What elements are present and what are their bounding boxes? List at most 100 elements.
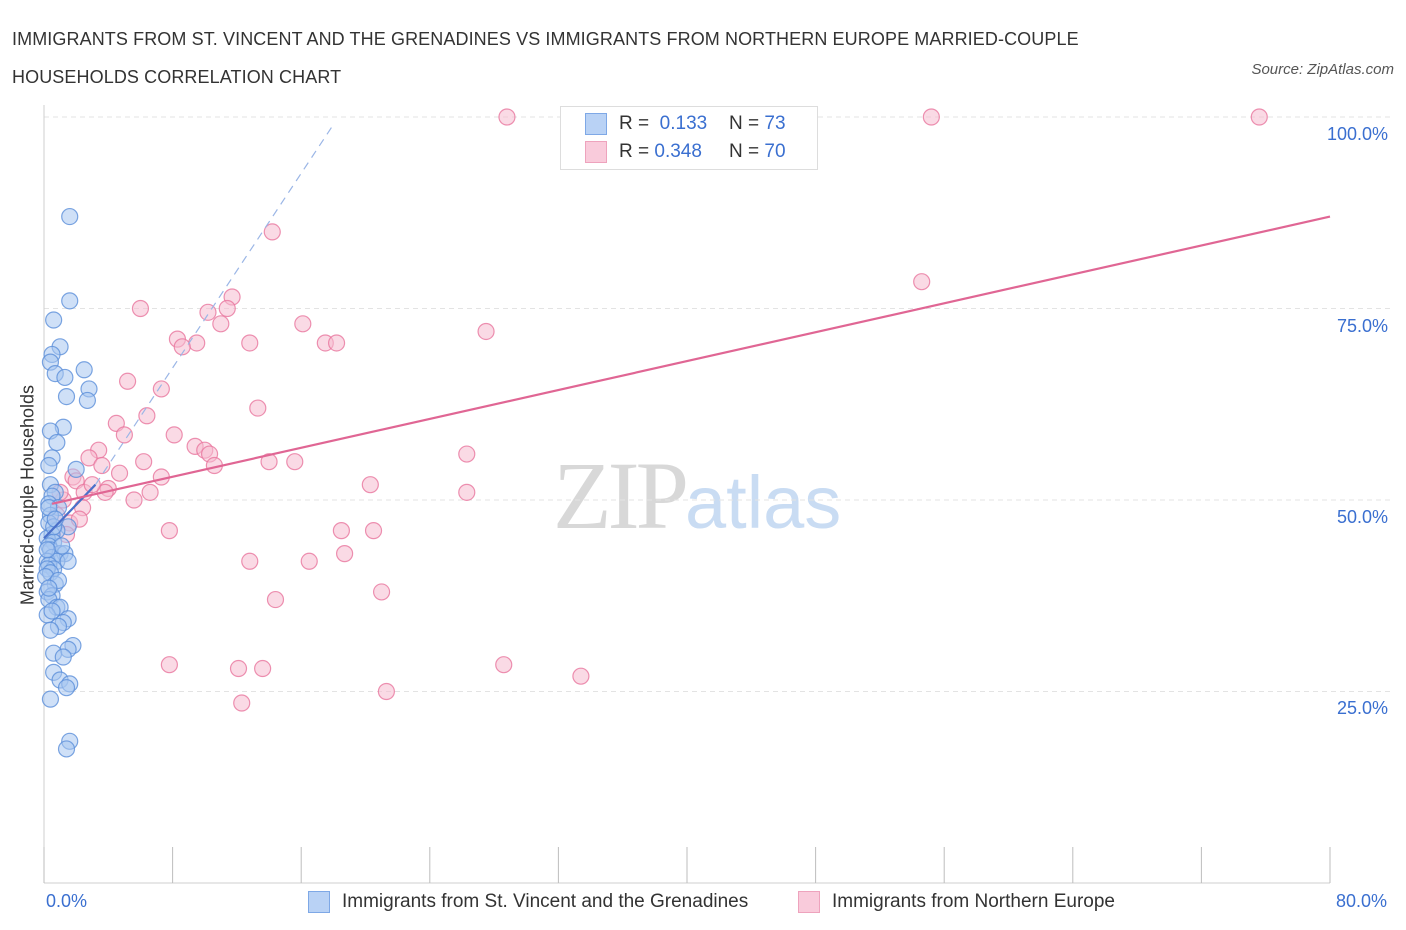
pink-point-57 xyxy=(372,583,391,601)
pink-point-23 xyxy=(115,426,133,444)
legend-r-label: R = xyxy=(619,141,650,162)
legend-n-blue: N = 73 xyxy=(729,113,786,135)
bottom-legend-swatch-pink xyxy=(798,891,820,913)
y-axis-title: Married-couple Households xyxy=(17,384,38,606)
pink-point-56 xyxy=(300,552,318,570)
pink-point-13 xyxy=(188,334,206,352)
pink-point-51 xyxy=(332,522,350,540)
legend-r-label: R = xyxy=(619,113,650,134)
pink-point-31 xyxy=(260,453,278,471)
pink-point-20 xyxy=(249,399,267,417)
pink-point-62 xyxy=(495,656,513,674)
blue-point-61 xyxy=(57,679,76,697)
blue-point-53 xyxy=(41,621,60,639)
pink-point-4 xyxy=(913,273,931,291)
legend-n-value-pink: 70 xyxy=(764,141,786,162)
blue-point-10 xyxy=(57,387,76,406)
pink-point-36 xyxy=(110,464,129,482)
x-tick-label-max: 80.0% xyxy=(1336,891,1388,911)
pink-point-64 xyxy=(377,682,395,701)
y-tick-label-100: 100.0% xyxy=(1327,124,1389,144)
legend-n-label: N = xyxy=(729,141,760,162)
pink-series-points xyxy=(48,108,1268,712)
blue-point-11 xyxy=(78,391,97,410)
watermark-zip: ZIP xyxy=(553,442,689,549)
blue-trend-extension xyxy=(94,124,334,486)
legend-r-pink: R = 0.348 xyxy=(619,141,702,163)
pink-point-52 xyxy=(364,522,383,540)
legend-r-value-blue: 0.133 xyxy=(659,113,708,134)
pink-point-18 xyxy=(118,372,137,390)
pink-point-17 xyxy=(173,338,191,356)
pink-point-58 xyxy=(266,590,285,609)
blue-point-14 xyxy=(48,433,66,452)
y-tick-label-50: 50.0% xyxy=(1337,507,1389,527)
blue-point-70 xyxy=(43,602,61,620)
blue-point-37 xyxy=(59,552,77,570)
pink-point-9 xyxy=(212,315,230,333)
source-label: Source: ZipAtlas.com xyxy=(1251,61,1394,78)
blue-point-16 xyxy=(40,456,58,475)
blue-point-1 xyxy=(61,292,79,310)
grid-lines xyxy=(44,116,1392,692)
pink-point-35 xyxy=(93,456,111,475)
legend-n-value-blue: 73 xyxy=(764,113,786,134)
bottom-legend-pink: Immigrants from Northern Europe xyxy=(798,888,1115,916)
blue-point-62 xyxy=(41,690,60,708)
pink-trend-line xyxy=(51,215,1331,505)
blue-point-57 xyxy=(54,648,72,666)
blue-point-0 xyxy=(61,207,79,226)
axes xyxy=(43,105,1331,884)
legend-n-label: N = xyxy=(729,113,760,134)
legend-swatch-pink xyxy=(585,141,607,163)
pink-point-45 xyxy=(458,483,476,501)
pink-point-8 xyxy=(218,299,236,318)
chart-title: IMMIGRANTS FROM ST. VINCENT AND THE GREN… xyxy=(12,29,1079,87)
pink-point-22 xyxy=(138,407,156,425)
pink-point-65 xyxy=(233,694,251,712)
pink-point-11 xyxy=(477,322,495,341)
bottom-legend-blue: Immigrants from St. Vincent and the Gren… xyxy=(308,888,748,916)
legend-swatch-blue xyxy=(585,113,607,135)
blue-point-67 xyxy=(53,537,71,555)
x-tick-label-min: 0.0% xyxy=(46,891,88,911)
pink-point-59 xyxy=(160,656,178,674)
trend-lines xyxy=(43,124,1331,540)
pink-point-16 xyxy=(327,334,346,352)
pink-point-1 xyxy=(922,108,940,126)
blue-trend-line xyxy=(43,483,97,540)
legend-r-value-pink: 0.348 xyxy=(654,141,702,162)
pink-point-44 xyxy=(141,483,159,501)
pink-point-2 xyxy=(1250,108,1268,126)
bottom-legend-swatch-blue xyxy=(308,891,330,913)
legend-r-blue: R = 0.133 xyxy=(619,113,707,135)
pink-point-60 xyxy=(229,659,248,678)
pink-point-50 xyxy=(160,522,178,540)
stats-legend: R = 0.133 N = 73 R = 0.348 N = 70 xyxy=(560,106,818,170)
blue-point-71 xyxy=(40,579,58,597)
blue-point-6 xyxy=(75,361,93,379)
legend-n-pink: N = 70 xyxy=(729,141,786,163)
blue-series-points xyxy=(37,207,98,758)
watermark-atlas: atlas xyxy=(685,461,842,544)
blue-point-2 xyxy=(45,311,63,329)
bottom-legend-label-pink: Immigrants from Northern Europe xyxy=(832,891,1115,912)
bottom-legend-label-blue: Immigrants from St. Vincent and the Gren… xyxy=(342,891,749,912)
pink-point-3 xyxy=(263,223,281,241)
pink-point-63 xyxy=(572,667,590,685)
pink-point-10 xyxy=(294,315,312,333)
pink-point-67 xyxy=(83,476,101,494)
y-tick-label-75: 75.0% xyxy=(1337,316,1389,336)
zipatlas-watermark: ZIPatlas xyxy=(553,440,841,551)
pink-point-29 xyxy=(80,449,98,467)
blue-point-17 xyxy=(67,460,85,478)
y-tick-label-25: 25.0% xyxy=(1337,698,1389,718)
pink-point-30 xyxy=(135,453,153,471)
pink-point-55 xyxy=(241,552,259,570)
pink-point-33 xyxy=(458,445,476,463)
pink-point-6 xyxy=(131,299,150,318)
blue-point-68 xyxy=(38,541,56,559)
pink-point-40 xyxy=(361,476,379,494)
pink-point-14 xyxy=(241,334,259,352)
